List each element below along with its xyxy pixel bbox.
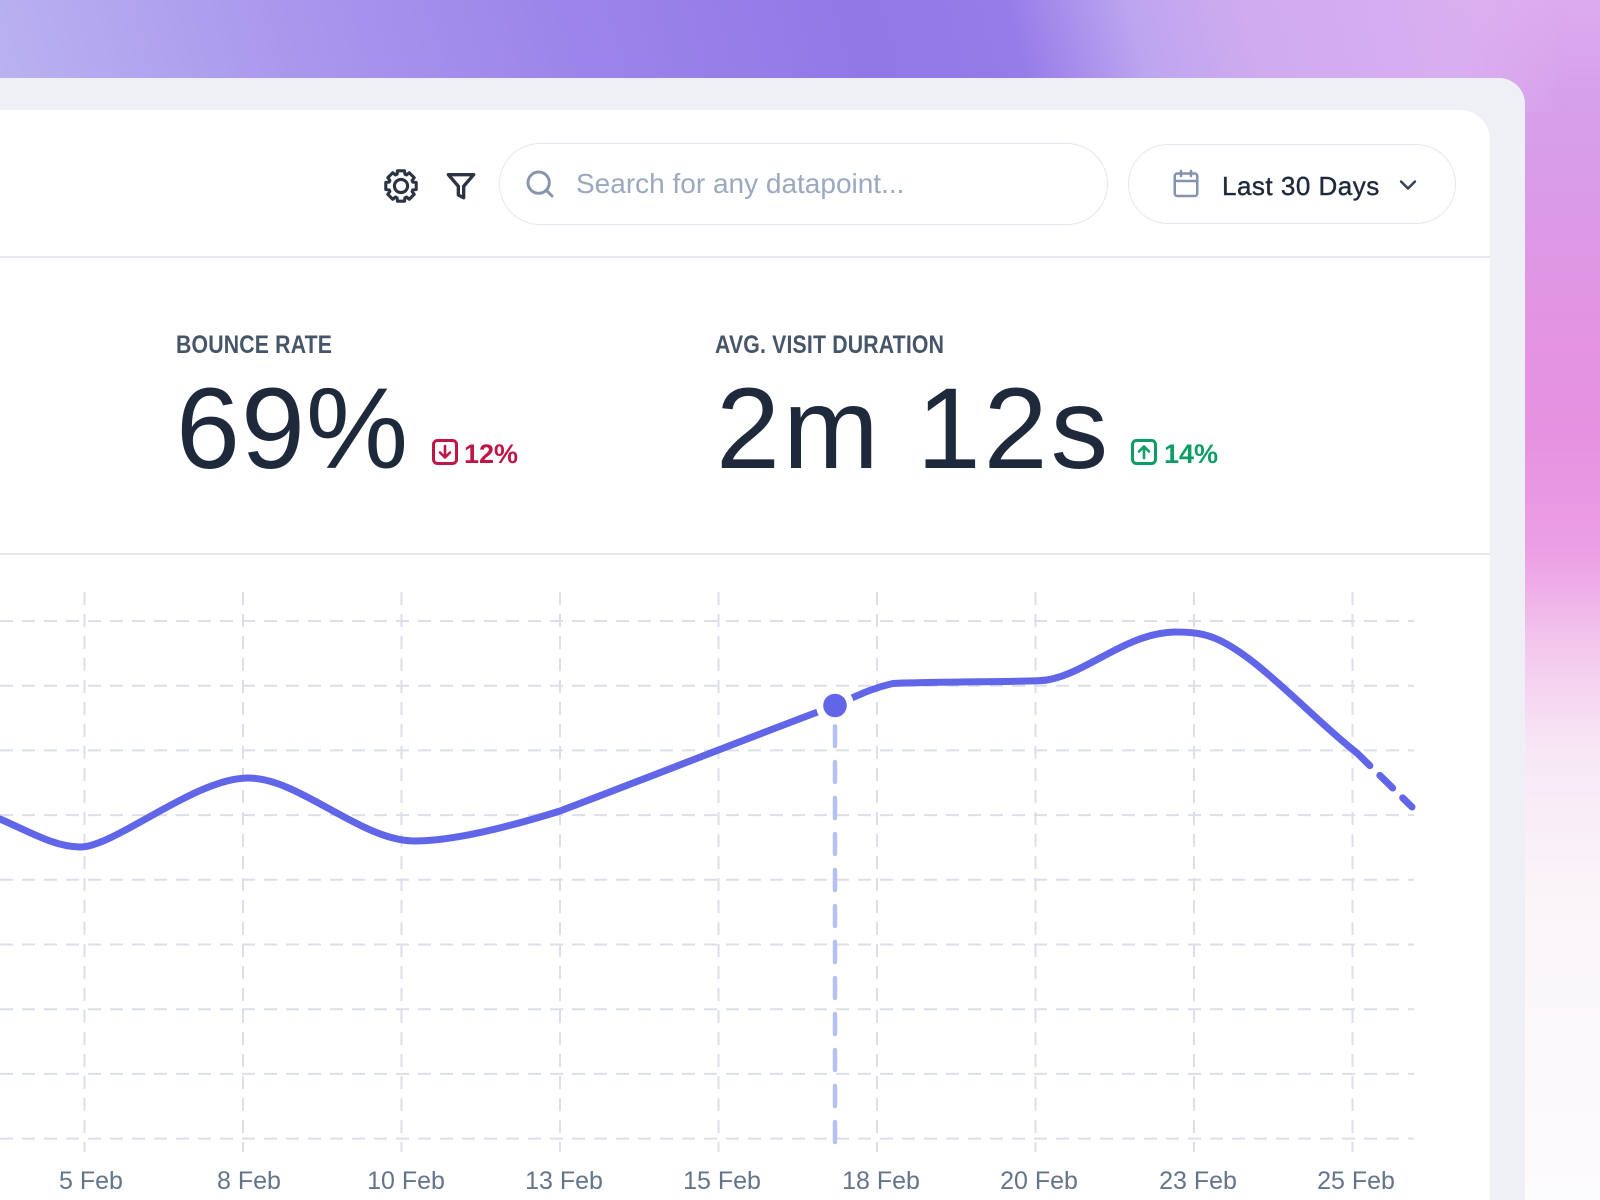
svg-text:23 Feb: 23 Feb <box>1159 1167 1237 1195</box>
svg-text:20 Feb: 20 Feb <box>1000 1167 1078 1195</box>
svg-text:8 Feb: 8 Feb <box>217 1167 281 1195</box>
svg-text:18 Feb: 18 Feb <box>842 1167 920 1195</box>
svg-text:25 Feb: 25 Feb <box>1317 1167 1395 1195</box>
svg-text:15 Feb: 15 Feb <box>683 1167 761 1195</box>
svg-text:13 Feb: 13 Feb <box>525 1167 603 1195</box>
svg-text:5 Feb: 5 Feb <box>59 1167 123 1195</box>
svg-text:10 Feb: 10 Feb <box>367 1167 445 1195</box>
